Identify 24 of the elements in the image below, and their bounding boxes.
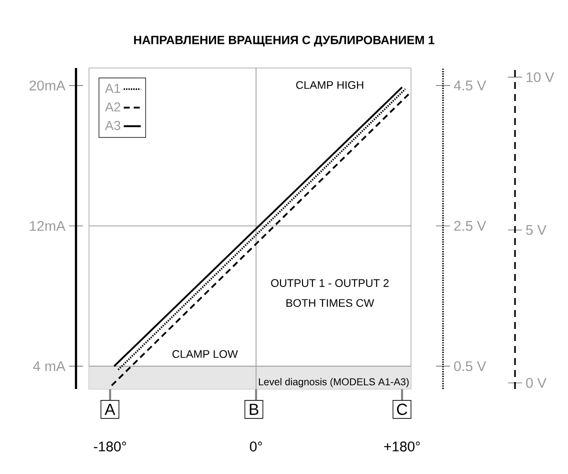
annotation: OUTPUT 1 - OUTPUT 2 [271, 279, 389, 287]
chart-title: НАПРАВЛЕНИЕ ВРАЩЕНИЯ С ДУБЛИРОВАНИЕМ 1 [134, 36, 434, 46]
text: B [250, 404, 258, 415]
legend-label: A2 [104, 102, 120, 112]
y2-tick-label: 4.5 V [454, 80, 486, 90]
text: C [397, 404, 408, 416]
x-tick-label: -180° [94, 442, 126, 452]
annotation: BOTH TIMES CW [286, 299, 374, 307]
y3-tick-label: 0 V [526, 378, 546, 388]
band-label: Level diagnosis (MODELS A1-A3) [258, 378, 409, 388]
y2-tick-label: 2.5 V [454, 220, 486, 231]
annotation: CLAMP LOW [172, 350, 238, 358]
y-tick-label: 12mA [30, 220, 66, 231]
text: A [104, 404, 116, 415]
y3-tick-label: 10 V [526, 72, 554, 82]
x-tick-label: 0° [250, 442, 262, 452]
legend-label: A1 [104, 84, 120, 93]
y2-tick-label: 0.5 V [454, 361, 486, 372]
y3-tick-label: 5 V [526, 225, 546, 235]
x-tick-label: +180° [384, 442, 420, 452]
y-tick-label: 20mA [30, 80, 66, 90]
y-tick-label: 4 mA [33, 361, 66, 372]
legend-label: A3 [104, 120, 120, 130]
annotation: CLAMP HIGH [296, 81, 364, 89]
